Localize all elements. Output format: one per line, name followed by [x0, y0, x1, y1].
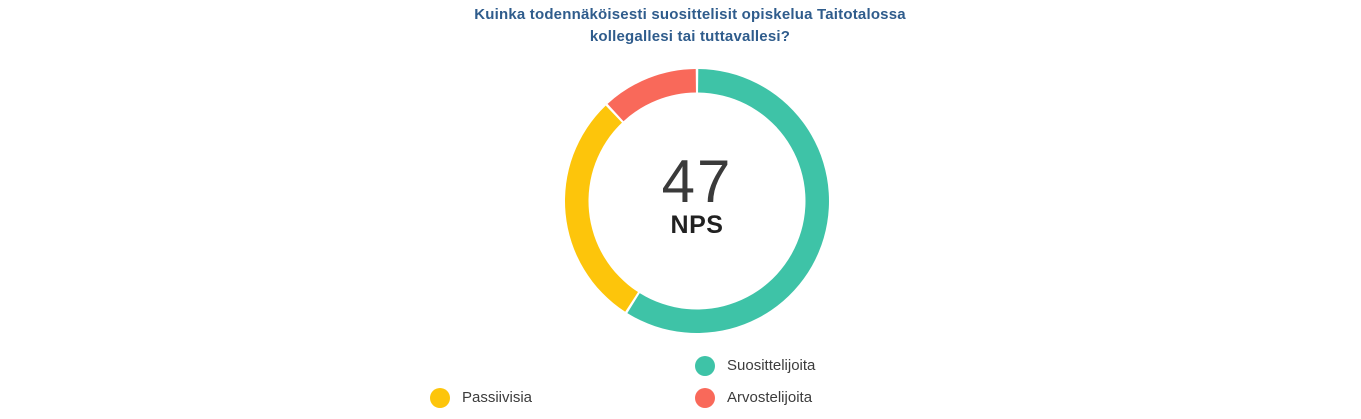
legend-label-passiivisia: Passiivisia — [462, 389, 533, 406]
chart-title: Kuinka todennäköisesti suosittelisit opi… — [19, 4, 1361, 48]
chart-title-line-1: Kuinka todennäköisesti suosittelisit opi… — [474, 6, 906, 23]
donut-segment-arvostelijoita[interactable] — [607, 69, 696, 122]
donut-chart — [557, 61, 837, 341]
legend-swatch-suosittelijoita-icon — [695, 356, 715, 376]
legend-label-suosittelijoita: Suosittelijoita — [727, 357, 816, 374]
legend-item-suosittelijoita[interactable]: Suosittelijoita — [695, 356, 815, 376]
donut-segment-suosittelijoita[interactable] — [627, 69, 829, 334]
legend-swatch-arvostelijoita-icon — [695, 388, 715, 408]
legend-label-arvostelijoita: Arvostelijoita — [727, 389, 813, 406]
legend-swatch-passiivisia-icon — [430, 388, 450, 408]
chart-title-line-2: kollegallesi tai tuttavallesi? — [589, 28, 791, 45]
legend-item-passiivisia[interactable]: Passiivisia — [430, 388, 532, 408]
donut-segment-passiivisia[interactable] — [564, 105, 638, 312]
legend-item-arvostelijoita[interactable]: Arvostelijoita — [695, 388, 812, 408]
